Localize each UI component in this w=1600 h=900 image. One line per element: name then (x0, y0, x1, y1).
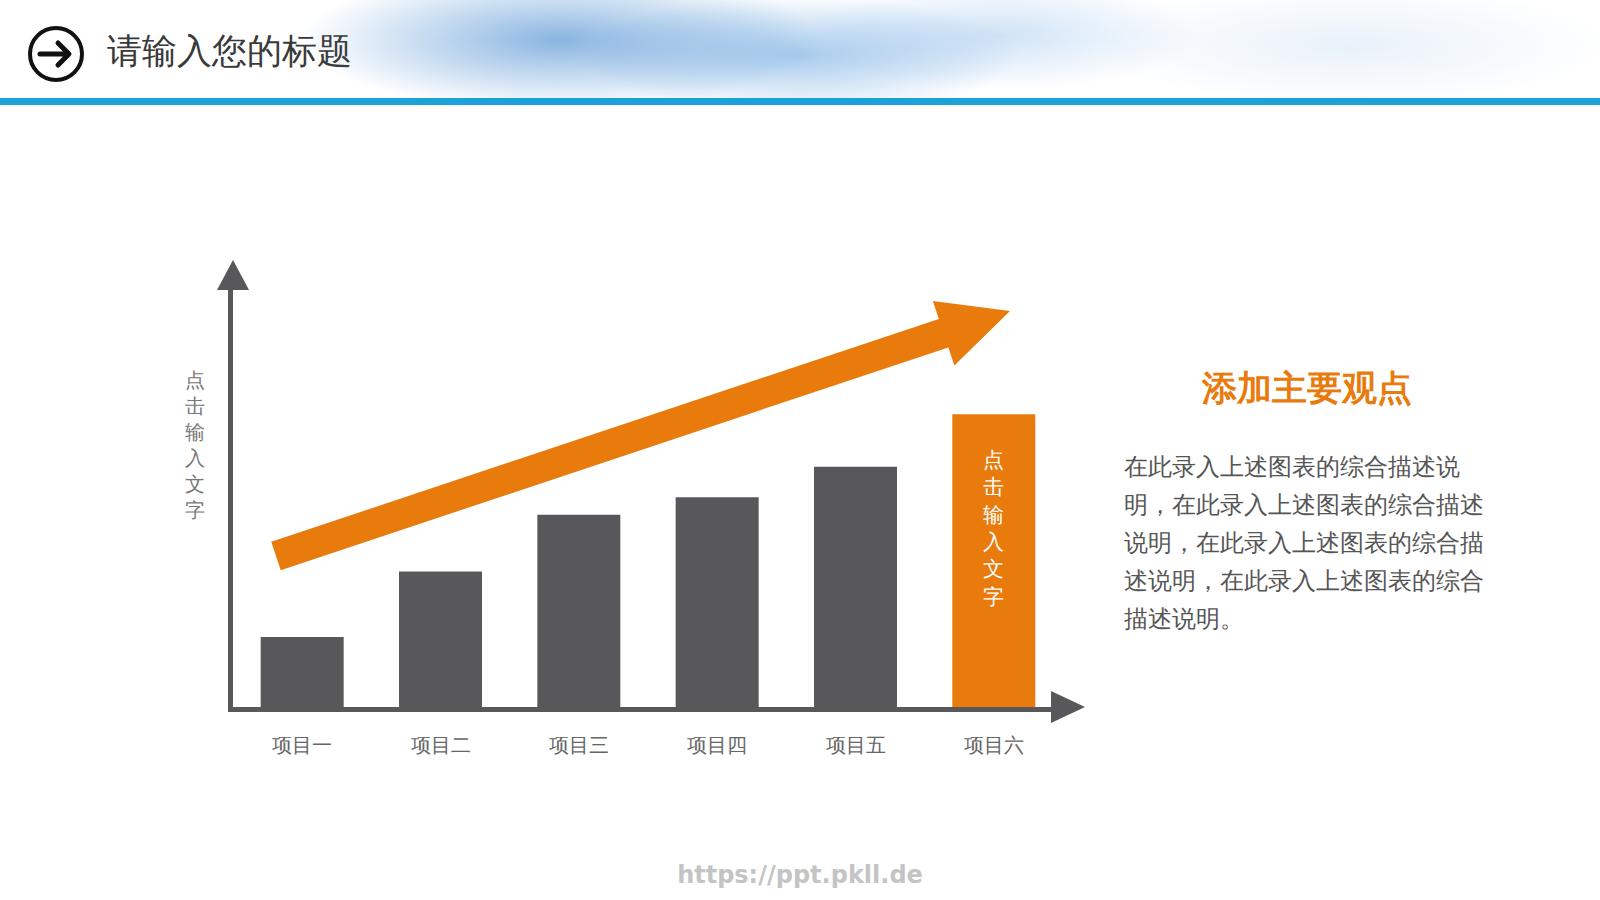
svg-text:项目四: 项目四 (687, 733, 747, 757)
svg-text:项目三: 项目三 (549, 733, 609, 757)
html-text:在此录入上述图表的综合描述说明，在此录入上述图表的综合描述说: 在此录入上述图表的综合描述说明，在此录入上述图表的综合描述说明，在此录入上述图表… (1124, 453, 1484, 633)
html-text:添加主要观点: 添加主要观点 (1201, 368, 1412, 408)
svg-text:点击输入文字: 点击输入文字 (983, 448, 1004, 609)
svg-text:点击输入文字: 点击输入文字 (185, 368, 205, 522)
html-text:请输入您的标题: 请输入您的标题 (107, 31, 352, 71)
svg-text:项目一: 项目一 (272, 733, 332, 757)
svg-text:项目六: 项目六 (964, 733, 1024, 757)
svg-text:项目五: 项目五 (826, 733, 886, 757)
svg-text:项目二: 项目二 (411, 733, 471, 757)
html-text:https://ppt.pkll.de: https://ppt.pkll.de (677, 861, 923, 889)
